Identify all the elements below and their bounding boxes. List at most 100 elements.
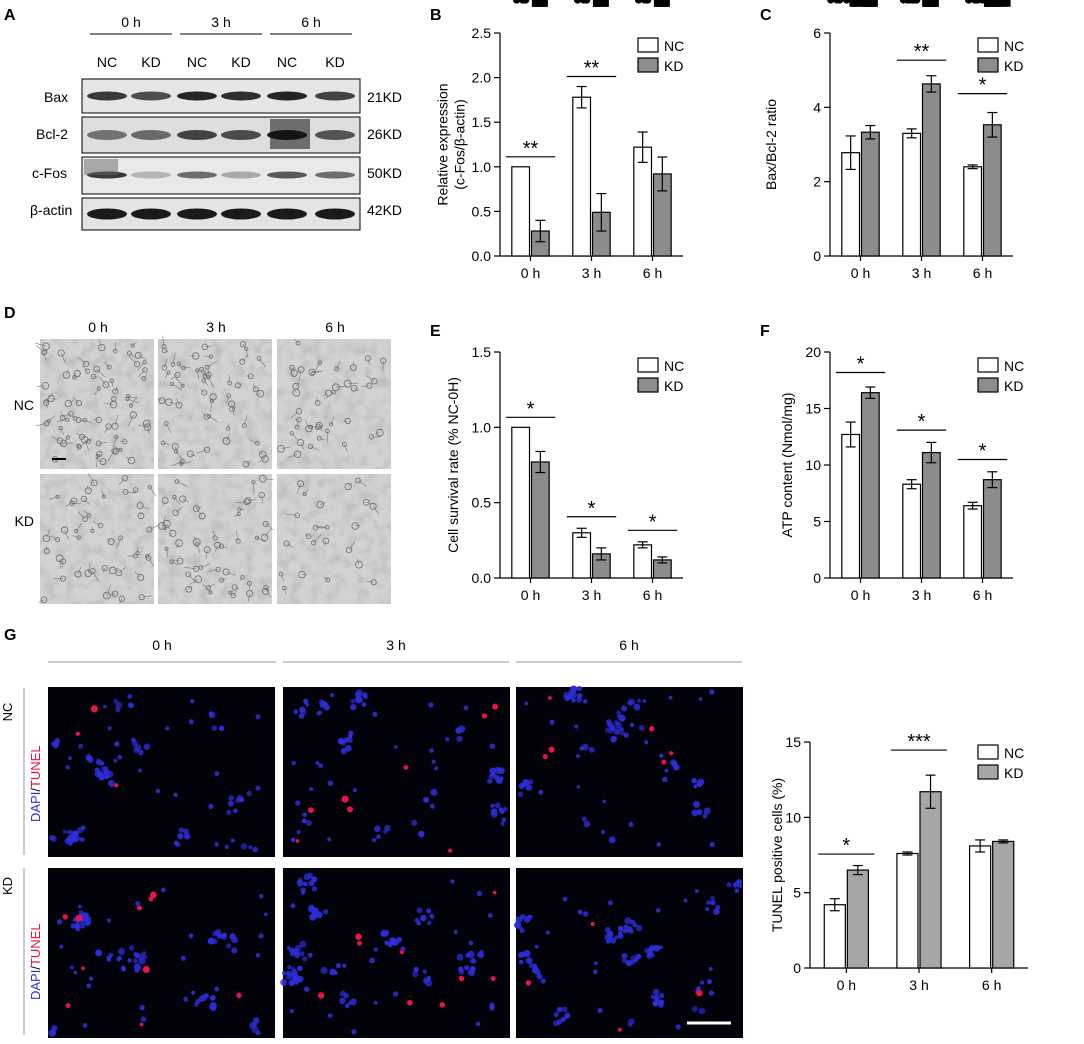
cell (263, 584, 269, 590)
y-axis-label: Relative expression (435, 83, 451, 205)
neurite (208, 583, 215, 588)
dapi-nucleus (59, 944, 64, 949)
dapi-nucleus (165, 726, 170, 731)
cell (143, 423, 152, 431)
neurite (253, 482, 255, 495)
neurite (178, 363, 182, 369)
blot-band (87, 208, 127, 220)
legend-label-kd: KD (1004, 765, 1023, 781)
dapi-nucleus (131, 737, 136, 743)
dapi-nucleus (191, 990, 196, 995)
dapi-nucleus (467, 969, 475, 977)
data-point-nc (899, 0, 908, 4)
y-axis-label: ATP content (Nmol/mg) (779, 393, 795, 538)
dapi-nucleus (576, 696, 582, 703)
y-tick-label: 0.5 (472, 203, 492, 219)
fluor-row-nc: NC (0, 703, 15, 722)
bar-nc (511, 426, 531, 579)
bar-nc (572, 96, 592, 257)
dapi-nucleus (458, 725, 466, 733)
cell (55, 536, 61, 542)
neurite (335, 385, 347, 388)
cell (134, 352, 142, 359)
neurite (48, 496, 58, 501)
dapi-nucleus (418, 830, 425, 838)
dapi-nucleus (606, 930, 614, 938)
dapi-nucleus (246, 790, 252, 797)
dapi-nucleus (297, 965, 303, 972)
dapi-nucleus (608, 836, 616, 844)
dapi-nucleus (190, 699, 195, 704)
blot-band (131, 171, 171, 179)
cell (174, 372, 181, 378)
cell (239, 341, 247, 348)
dapi-nucleus (524, 950, 530, 955)
cell (351, 522, 359, 530)
cell (74, 570, 82, 578)
dapi-nucleus (133, 747, 140, 753)
tunel-positive-cell (62, 914, 68, 920)
dapi-nucleus (476, 890, 483, 897)
neurite (172, 352, 176, 365)
cell (290, 369, 298, 377)
dapi-nucleus (219, 933, 225, 939)
dapi-nucleus (534, 944, 539, 949)
dapi-nucleus (489, 743, 496, 749)
dapi-nucleus (303, 881, 308, 887)
neurite (88, 438, 93, 442)
dapi-nucleus (224, 844, 229, 850)
cell (362, 498, 370, 506)
neurite (294, 338, 299, 344)
dapi-nucleus (624, 917, 632, 925)
blot-lane-1: NC (97, 54, 117, 70)
cell (307, 443, 313, 449)
tunel-positive-cell (150, 891, 157, 899)
tunel-positive-cell (458, 975, 465, 982)
dapi-nucleus (300, 890, 306, 895)
cell (74, 529, 79, 534)
neurite (38, 599, 45, 603)
dapi-nucleus (340, 748, 348, 755)
cell (172, 509, 179, 516)
neurite (294, 418, 300, 420)
dapi-nucleus (349, 998, 357, 1006)
cell (133, 360, 141, 368)
neurite (212, 530, 216, 538)
dapi-nucleus (70, 923, 76, 929)
dapi-nucleus (138, 957, 146, 965)
cell (170, 362, 176, 367)
legend-label-nc: NC (1004, 38, 1024, 54)
legend-swatch-nc (637, 357, 659, 373)
cell (198, 565, 204, 570)
dapi-nucleus (363, 695, 368, 700)
dapi-nucleus (314, 908, 319, 913)
legend-label-nc: NC (664, 358, 684, 374)
neurite (242, 344, 246, 349)
dapi-nucleus (412, 971, 419, 978)
neurite (119, 598, 123, 604)
data-point-nc (981, 0, 989, 4)
dapi-nucleus (301, 818, 307, 824)
dapi-nucleus (127, 702, 133, 708)
dapi-nucleus (613, 728, 621, 735)
cell (127, 456, 136, 465)
cell (96, 386, 101, 391)
dapi-nucleus (490, 808, 498, 815)
neurite (143, 373, 148, 379)
dapi-nucleus (62, 829, 67, 834)
tunel-positive-cell (142, 965, 150, 974)
cell (121, 475, 128, 482)
neurite (36, 385, 46, 388)
bar-kd (921, 83, 941, 257)
cell (161, 347, 168, 354)
neurite (184, 566, 197, 570)
blot-lane-2: KD (141, 54, 160, 70)
dapi-nucleus (302, 956, 308, 962)
dapi-nucleus (617, 930, 623, 936)
cell (161, 364, 168, 371)
dapi-nucleus (228, 795, 234, 801)
neurite (116, 537, 121, 549)
dapi-nucleus (429, 914, 435, 920)
neurite (176, 542, 180, 548)
